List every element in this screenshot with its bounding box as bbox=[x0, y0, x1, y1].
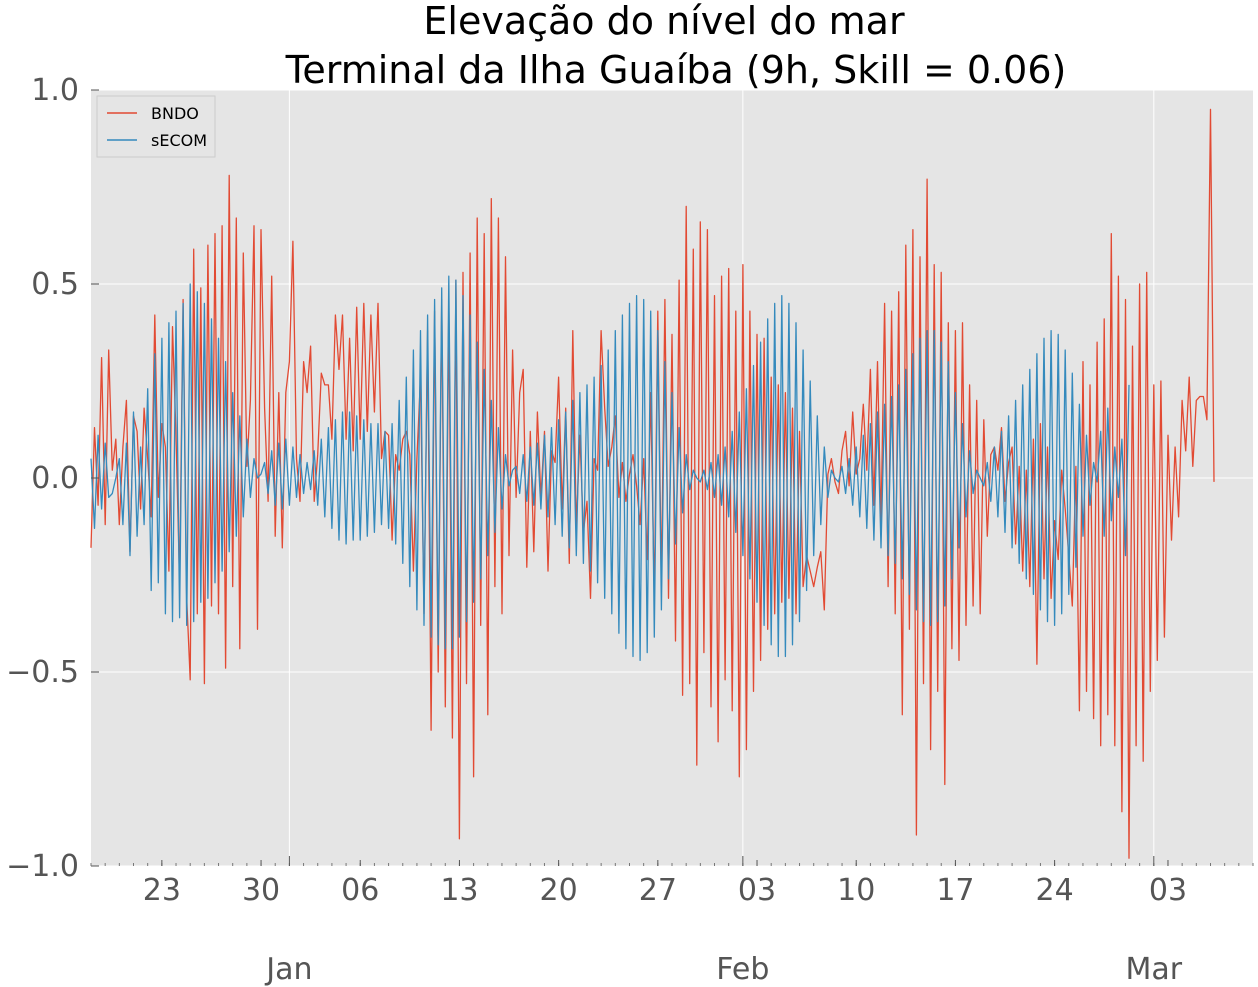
month-label: Jan bbox=[264, 952, 312, 987]
x-tick-label: 03 bbox=[1149, 873, 1187, 908]
x-tick-label: 13 bbox=[440, 873, 478, 908]
y-tick-label: −1.0 bbox=[6, 849, 79, 884]
axis-ticks bbox=[90, 89, 1254, 867]
x-tick-label: 20 bbox=[540, 873, 578, 908]
x-tick-labels: 23 30 06 13 20 27 03 10 17 24 03 Jan Feb Mar bbox=[143, 873, 1187, 987]
y-tick-label: 1.0 bbox=[31, 73, 79, 108]
series-line-secom bbox=[90, 275, 1130, 662]
y-tick-labels: 1.0 0.5 0.0 −0.5 −1.0 bbox=[6, 73, 79, 884]
legend-box bbox=[96, 95, 216, 158]
legend-label-secom: sECOM bbox=[151, 131, 207, 150]
month-label: Mar bbox=[1126, 952, 1183, 987]
x-tick-label: 10 bbox=[837, 873, 875, 908]
x-tick-label: 06 bbox=[341, 873, 379, 908]
x-tick-label: 03 bbox=[738, 873, 776, 908]
y-tick-label: 0.5 bbox=[31, 267, 79, 302]
legend: BNDO sECOM bbox=[96, 95, 216, 158]
x-tick-label: 17 bbox=[936, 873, 974, 908]
chart-title-line2: Terminal da Ilha Guaíba (9h, Skill = 0.0… bbox=[285, 48, 1067, 92]
grid-lines bbox=[91, 89, 1253, 867]
series-lines bbox=[90, 108, 1215, 859]
x-tick-label: 30 bbox=[242, 873, 280, 908]
y-tick-label: −0.5 bbox=[6, 655, 79, 690]
x-tick-label: 27 bbox=[639, 873, 677, 908]
month-label: Feb bbox=[716, 952, 769, 987]
legend-label-bndo: BNDO bbox=[151, 104, 199, 123]
chart-title-line1: Elevação do nível do mar bbox=[423, 0, 905, 43]
x-tick-label: 24 bbox=[1036, 873, 1074, 908]
y-tick-label: 0.0 bbox=[31, 461, 79, 496]
x-tick-label: 23 bbox=[143, 873, 181, 908]
